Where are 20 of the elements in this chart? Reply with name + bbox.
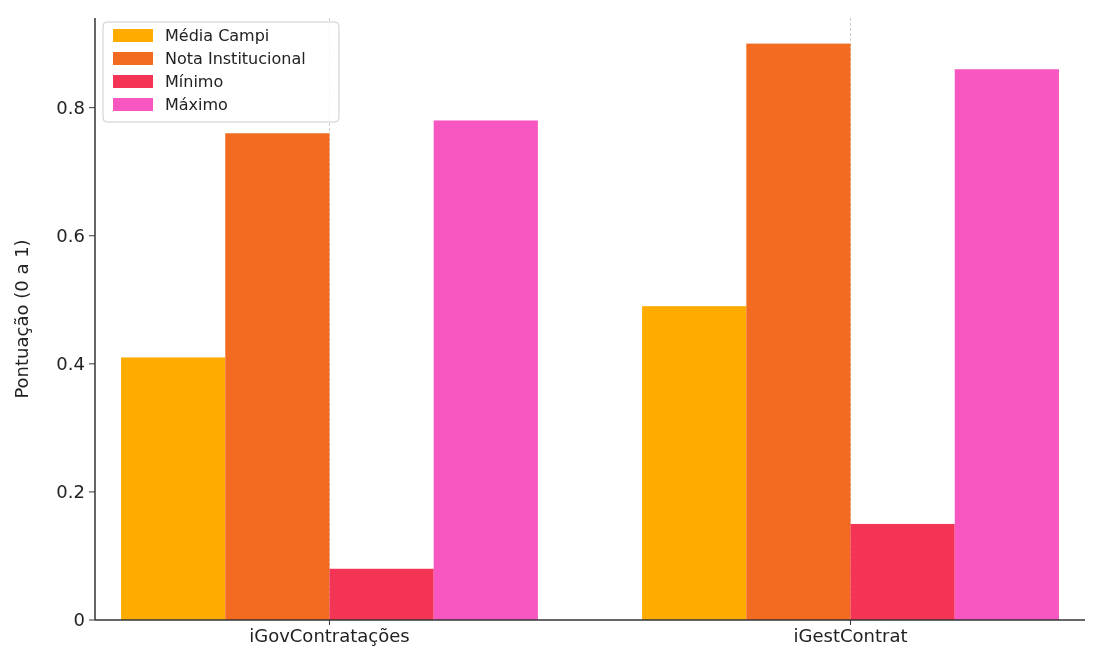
bar — [850, 523, 955, 620]
y-tick-label: 0.4 — [56, 353, 85, 375]
y-tick-label: 0 — [73, 609, 85, 631]
bar — [225, 133, 330, 620]
x-tick-label: iGovContratações — [249, 625, 410, 646]
y-axis-title: Pontuação (0 a 1) — [11, 239, 32, 399]
y-tick-label: 0.6 — [56, 225, 85, 247]
bar — [642, 306, 747, 620]
legend-label: Mínimo — [165, 72, 224, 92]
y-tick-label: 0.2 — [56, 481, 85, 503]
x-tick-label: iGestContrat — [793, 625, 908, 646]
bar — [746, 43, 851, 620]
bar — [433, 120, 538, 620]
bar — [954, 69, 1059, 620]
bar — [329, 568, 434, 620]
legend-label: Média Campi — [165, 26, 270, 46]
legend-label: Nota Institucional — [165, 49, 306, 69]
legend-label: Máximo — [165, 95, 228, 115]
y-tick-label: 0.8 — [56, 96, 85, 118]
bar — [121, 357, 226, 620]
